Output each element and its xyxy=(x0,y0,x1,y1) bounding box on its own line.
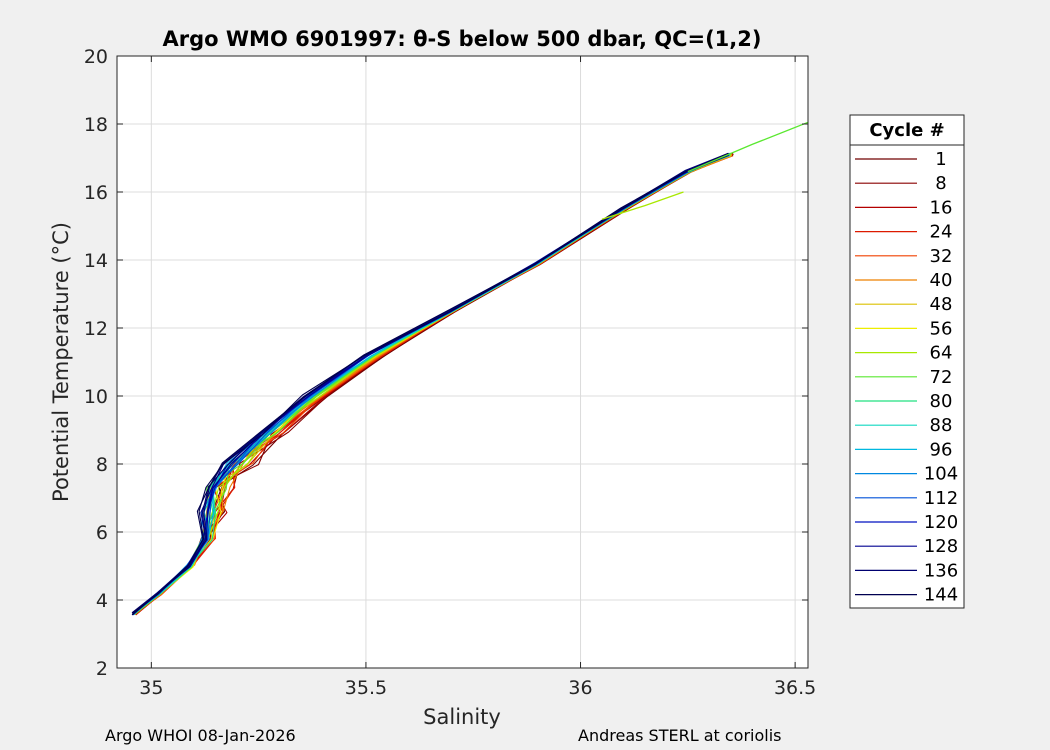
footer-left: Argo WHOI 08-Jan-2026 xyxy=(105,726,296,745)
cycle-curve-24 xyxy=(135,155,733,614)
legend-label-32: 32 xyxy=(930,246,953,267)
y-axis-label: Potential Temperature (°C) xyxy=(49,222,73,502)
y-tick-label: 6 xyxy=(96,522,108,544)
legend-label-144: 144 xyxy=(924,585,958,606)
y-tick-label: 16 xyxy=(84,182,108,204)
legend-label-88: 88 xyxy=(930,415,953,436)
plot-area xyxy=(117,56,808,668)
footer-right: Andreas STERL at coriolis xyxy=(578,726,781,745)
x-tick-label: 35.5 xyxy=(345,677,387,699)
y-axis-ticks: 2 4 6 8 10 12 14 16 18 20 xyxy=(84,46,808,680)
x-tick-label: 36 xyxy=(568,677,592,699)
y-tick-label: 8 xyxy=(96,454,108,476)
legend-label-96: 96 xyxy=(930,439,953,460)
chart-title: Argo WMO 6901997: θ-S below 500 dbar, QC… xyxy=(163,27,762,51)
cycle-curve-144 xyxy=(131,152,729,616)
y-tick-label: 2 xyxy=(96,658,108,680)
y-tick-label: 18 xyxy=(84,114,108,136)
x-tick-label: 35 xyxy=(139,677,163,699)
x-axis-ticks: 35 35.5 36 36.5 xyxy=(139,56,816,699)
legend-box xyxy=(849,114,965,609)
y-tick-label: 4 xyxy=(96,590,108,612)
legend-label-1: 1 xyxy=(935,149,946,170)
cycle-extension-72 xyxy=(687,121,808,173)
legend-label-24: 24 xyxy=(930,222,953,243)
legend-label-104: 104 xyxy=(924,464,958,485)
legend-label-72: 72 xyxy=(930,367,953,388)
legend-label-40: 40 xyxy=(930,270,953,291)
legend-label-64: 64 xyxy=(930,343,953,364)
legend-label-16: 16 xyxy=(930,197,953,218)
legend-items: 1 8 16 24 32 40 48 56 64 72 80 88 96 104 112 120 128 136 1… xyxy=(855,149,958,606)
profile-curves xyxy=(131,121,808,616)
legend-label-56: 56 xyxy=(930,318,953,339)
y-tick-label: 10 xyxy=(84,386,108,408)
y-tick-label: 14 xyxy=(84,250,108,272)
cycle-extension-64 xyxy=(601,191,684,220)
legend-label-128: 128 xyxy=(924,536,958,557)
plot-frame xyxy=(116,55,809,669)
legend: Cycle # 1 8 16 24 32 40 48 56 64 72 80 88 96 104 112 12… xyxy=(849,114,965,609)
legend-label-136: 136 xyxy=(924,560,958,581)
legend-label-8: 8 xyxy=(935,173,946,194)
legend-title: Cycle # xyxy=(869,120,944,141)
legend-label-80: 80 xyxy=(930,391,953,412)
x-axis-label: Salinity xyxy=(423,705,501,729)
legend-label-120: 120 xyxy=(924,512,958,533)
legend-label-48: 48 xyxy=(930,294,953,315)
y-tick-label: 20 xyxy=(84,46,108,68)
x-tick-label: 36.5 xyxy=(774,677,816,699)
y-tick-label: 12 xyxy=(84,318,108,340)
legend-label-112: 112 xyxy=(924,488,958,509)
